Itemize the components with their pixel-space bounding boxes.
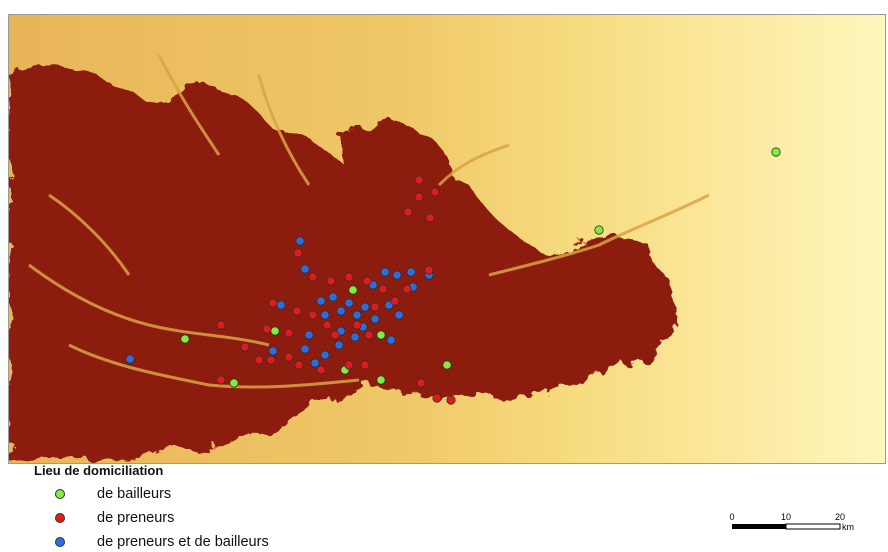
point-markers xyxy=(125,147,781,405)
marker-preneurs xyxy=(362,276,372,286)
marker-preneurs xyxy=(216,375,226,385)
marker-both xyxy=(295,236,305,246)
blue-dot-icon xyxy=(55,537,65,547)
marker-preneurs xyxy=(446,395,456,405)
marker-preneurs xyxy=(308,310,318,320)
marker-both xyxy=(268,346,278,356)
marker-preneurs xyxy=(266,355,276,365)
marker-preneurs xyxy=(293,248,303,258)
marker-both xyxy=(406,267,416,277)
marker-bailleurs xyxy=(594,225,604,235)
marker-preneurs xyxy=(403,207,413,217)
marker-both xyxy=(125,354,135,364)
marker-preneurs xyxy=(268,298,278,308)
marker-preneurs xyxy=(344,272,354,282)
marker-preneurs xyxy=(240,342,250,352)
marker-preneurs xyxy=(352,320,362,330)
scale-segment-white xyxy=(785,523,841,530)
marker-preneurs xyxy=(424,265,434,275)
marker-bailleurs xyxy=(442,360,452,370)
marker-both xyxy=(392,270,402,280)
marker-both xyxy=(386,335,396,345)
marker-both xyxy=(380,267,390,277)
marker-preneurs xyxy=(330,330,340,340)
marker-preneurs xyxy=(425,213,435,223)
legend-label-both: de preneurs et de bailleurs xyxy=(97,534,269,550)
relief-map-canvas xyxy=(9,15,885,463)
red-dot-icon xyxy=(55,513,65,523)
marker-preneurs xyxy=(344,360,354,370)
marker-preneurs xyxy=(364,330,374,340)
marker-both xyxy=(328,292,338,302)
marker-preneurs xyxy=(360,360,370,370)
marker-bailleurs xyxy=(348,285,358,295)
marker-preneurs xyxy=(390,296,400,306)
marker-preneurs xyxy=(370,302,380,312)
scale-segment-black xyxy=(732,524,786,529)
marker-both xyxy=(370,314,380,324)
marker-preneurs xyxy=(254,355,264,365)
scale-tick-0: 0 xyxy=(729,512,734,522)
marker-preneurs xyxy=(414,192,424,202)
marker-preneurs xyxy=(294,360,304,370)
marker-both xyxy=(336,306,346,316)
marker-both xyxy=(316,296,326,306)
marker-bailleurs xyxy=(376,330,386,340)
marker-both xyxy=(350,332,360,342)
marker-preneurs xyxy=(292,306,302,316)
legend-item-bailleurs: de bailleurs xyxy=(55,484,171,504)
marker-both xyxy=(320,310,330,320)
scale-tick-20: 20 xyxy=(835,512,845,522)
marker-preneurs xyxy=(284,328,294,338)
marker-preneurs xyxy=(316,365,326,375)
marker-preneurs xyxy=(308,272,318,282)
marker-preneurs xyxy=(402,284,412,294)
marker-preneurs xyxy=(430,187,440,197)
legend-label-preneurs: de preneurs xyxy=(97,510,175,526)
marker-preneurs xyxy=(284,352,294,362)
marker-preneurs xyxy=(322,320,332,330)
relief-map xyxy=(8,14,886,464)
scale-bar: 0 10 20 km xyxy=(729,512,854,532)
marker-bailleurs xyxy=(180,334,190,344)
marker-bailleurs xyxy=(771,147,781,157)
marker-both xyxy=(276,300,286,310)
marker-preneurs xyxy=(432,393,442,403)
marker-both xyxy=(304,330,314,340)
marker-both xyxy=(320,350,330,360)
marker-both xyxy=(360,302,370,312)
marker-both xyxy=(344,298,354,308)
marker-preneurs xyxy=(216,320,226,330)
marker-both xyxy=(334,340,344,350)
marker-preneurs xyxy=(414,175,424,185)
marker-bailleurs xyxy=(270,326,280,336)
legend-title: Lieu de domiciliation xyxy=(34,463,164,478)
valley-network xyxy=(28,54,710,389)
marker-both xyxy=(352,310,362,320)
scale-tick-10: 10 xyxy=(781,512,791,522)
marker-preneurs xyxy=(416,378,426,388)
legend-item-both: de preneurs et de bailleurs xyxy=(55,532,269,552)
marker-both xyxy=(310,358,320,368)
marker-preneurs xyxy=(262,324,272,334)
marker-preneurs xyxy=(326,276,336,286)
marker-preneurs xyxy=(378,284,388,294)
marker-bailleurs xyxy=(229,378,239,388)
marker-both xyxy=(300,264,310,274)
legend-label-bailleurs: de bailleurs xyxy=(97,486,172,502)
marker-bailleurs xyxy=(376,375,386,385)
marker-both xyxy=(394,310,404,320)
legend-item-preneurs: de preneurs xyxy=(55,508,174,528)
lowland-area xyxy=(9,65,677,460)
scale-unit: km xyxy=(842,522,854,532)
green-dot-icon xyxy=(55,489,65,499)
marker-both xyxy=(300,344,310,354)
